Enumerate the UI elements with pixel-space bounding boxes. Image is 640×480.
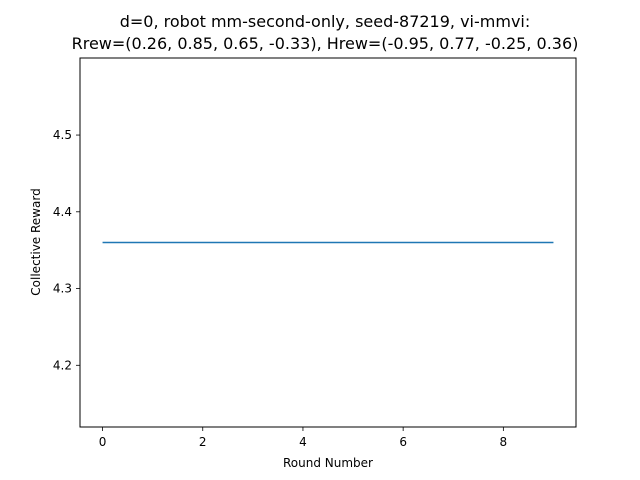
x-tick-label: 6 bbox=[399, 435, 407, 449]
x-tick-label: 4 bbox=[299, 435, 307, 449]
x-tick-label: 8 bbox=[500, 435, 508, 449]
chart-title-line-1: d=0, robot mm-second-only, seed-87219, v… bbox=[120, 12, 531, 31]
x-tick-label: 2 bbox=[199, 435, 207, 449]
y-tick-label: 4.4 bbox=[53, 205, 72, 219]
y-tick-label: 4.5 bbox=[53, 128, 72, 142]
y-tick-label: 4.2 bbox=[53, 358, 72, 372]
plot-area bbox=[79, 57, 577, 428]
x-tick-label: 0 bbox=[99, 435, 107, 449]
x-axis-ticks: 0 2 4 6 8 bbox=[99, 427, 507, 449]
y-axis-label: Collective Reward bbox=[29, 188, 43, 295]
y-axis-ticks: 4.2 4.3 4.4 4.5 bbox=[53, 128, 80, 372]
x-axis-label: Round Number bbox=[283, 456, 373, 470]
y-tick-label: 4.3 bbox=[53, 282, 72, 296]
chart-title-line-2: Rrew=(0.26, 0.85, 0.65, -0.33), Hrew=(-0… bbox=[72, 34, 579, 53]
